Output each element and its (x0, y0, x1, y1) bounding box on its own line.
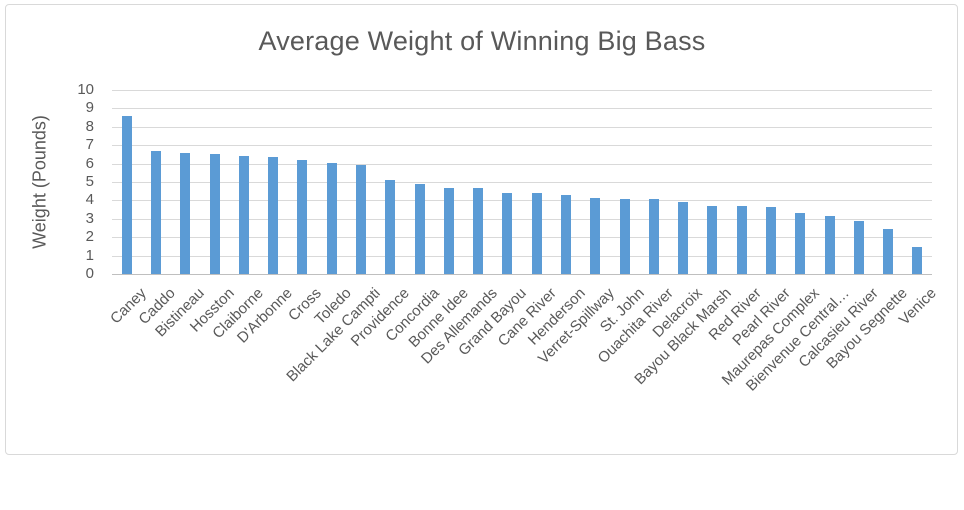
bar (883, 228, 894, 274)
bar (531, 193, 542, 274)
bar (414, 183, 425, 274)
y-tick-label: 1 (85, 247, 94, 264)
bar (560, 194, 571, 274)
plot-area: 0 1 2 3 4 5 6 7 8 9 10 Caney Caddo Bistineau Hosston C… (77, 81, 940, 395)
gridline (112, 256, 932, 257)
bar (912, 247, 923, 274)
y-tick-label: 5 (85, 173, 94, 190)
y-tick-label: 2 (85, 228, 94, 245)
bar (736, 205, 747, 274)
y-tick-label: 6 (85, 155, 94, 172)
gridline (112, 127, 932, 128)
y-tick-label: 7 (85, 136, 94, 153)
bar (853, 220, 864, 274)
bar (268, 157, 279, 274)
y-tick-label: 9 (85, 99, 94, 116)
bar (678, 202, 689, 274)
gridline (112, 219, 932, 220)
gridline (112, 237, 932, 238)
bar (209, 154, 220, 274)
bar (121, 115, 132, 274)
bar (590, 197, 601, 274)
bar (150, 150, 161, 274)
gridline (112, 200, 932, 201)
bar (326, 162, 337, 274)
gridline (112, 108, 932, 109)
bar (297, 159, 308, 274)
bar (180, 152, 191, 274)
bar (648, 199, 659, 274)
bar (707, 205, 718, 274)
y-tick-label: 10 (77, 81, 94, 98)
bar (355, 164, 366, 274)
x-axis-line (112, 274, 932, 275)
bar (795, 213, 806, 274)
bar (385, 180, 396, 274)
gridline (112, 90, 932, 91)
bar (619, 198, 630, 274)
bar (473, 188, 484, 274)
bar (502, 193, 513, 274)
gridline (112, 182, 932, 183)
chart-title: Average Weight of Winning Big Bass (258, 26, 706, 56)
y-tick-label: 8 (85, 118, 94, 135)
bar (765, 206, 776, 274)
y-tick-label: 0 (85, 265, 94, 282)
y-tick-label: 4 (85, 191, 94, 208)
y-tick-label: 3 (85, 210, 94, 227)
bar (443, 188, 454, 274)
bar (238, 156, 249, 274)
gridline (112, 164, 932, 165)
bar (824, 216, 835, 274)
gridline (112, 145, 932, 146)
